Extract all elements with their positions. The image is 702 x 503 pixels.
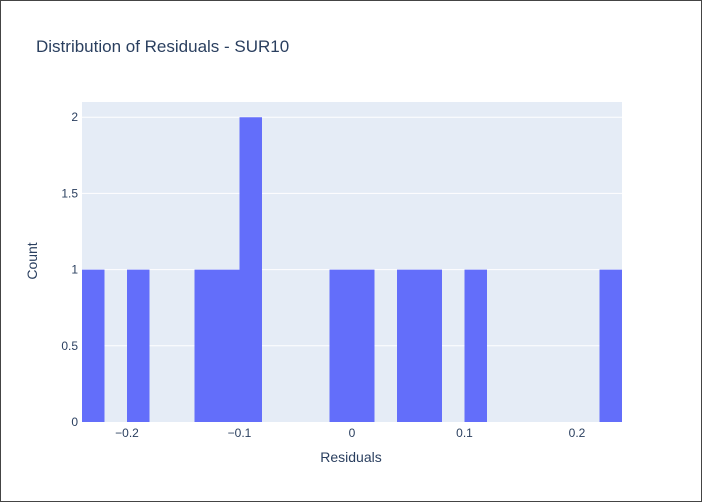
- y-tick-label: 1.5: [61, 186, 78, 200]
- histogram-bar: [329, 269, 352, 422]
- y-axis-title: Count: [24, 242, 40, 279]
- histogram-bar: [599, 269, 622, 422]
- histogram-bar: [397, 269, 420, 422]
- histogram-bar: [217, 269, 240, 422]
- histogram-bar: [239, 117, 262, 422]
- bars: [82, 117, 622, 422]
- x-tick-label: 0.2: [569, 426, 586, 440]
- histogram-bar: [464, 269, 487, 422]
- y-tick-label: 0: [71, 415, 78, 429]
- histogram-bar: [352, 269, 375, 422]
- histogram-bar: [419, 269, 442, 422]
- histogram-bar: [194, 269, 217, 422]
- y-tick-label: 2: [71, 110, 78, 124]
- x-tick-label: 0.1: [456, 426, 473, 440]
- chart-title: Distribution of Residuals - SUR10: [36, 37, 289, 56]
- x-tick-labels: −0.2 −0.1 0 0.1 0.2: [115, 426, 586, 440]
- x-tick-label: 0: [349, 426, 356, 440]
- histogram-bar: [82, 269, 105, 422]
- x-tick-label: −0.2: [115, 426, 139, 440]
- x-tick-label: −0.1: [228, 426, 252, 440]
- histogram-bar: [127, 269, 150, 422]
- y-tick-label: 0.5: [61, 339, 78, 353]
- y-tick-label: 1: [71, 263, 78, 277]
- x-axis-title: Residuals: [320, 449, 381, 465]
- y-tick-labels: 0 0.5 1 1.5 2: [61, 110, 78, 429]
